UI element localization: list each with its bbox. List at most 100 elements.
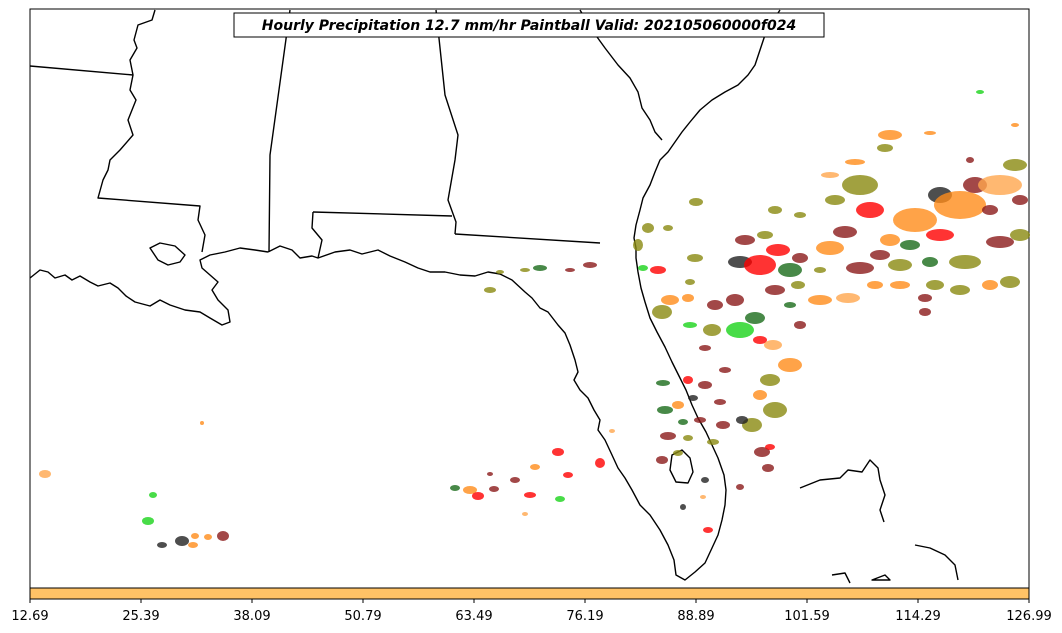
border-al-ga	[435, 9, 459, 235]
colorbar-tick-label: 101.59	[784, 609, 830, 624]
blob	[870, 250, 890, 260]
blob	[683, 435, 693, 441]
coast-bahamas	[799, 459, 886, 523]
blob	[657, 406, 673, 414]
blob	[200, 421, 204, 425]
blob	[919, 308, 931, 316]
map-frame	[29, 8, 1030, 589]
blob	[701, 477, 709, 483]
blob	[794, 212, 806, 218]
blob	[530, 464, 540, 470]
blob	[660, 432, 676, 440]
blob	[489, 486, 499, 492]
blob	[762, 464, 774, 472]
blob	[949, 255, 981, 269]
blob	[878, 130, 902, 140]
blob	[888, 259, 912, 271]
blob	[867, 281, 883, 289]
blob	[736, 484, 744, 490]
blob	[682, 294, 694, 302]
blob	[487, 472, 493, 476]
blob	[918, 294, 932, 302]
blob	[484, 287, 496, 293]
blob	[890, 281, 910, 289]
blob	[555, 496, 565, 502]
blob	[924, 131, 936, 135]
blob	[633, 239, 643, 251]
blob	[893, 208, 937, 232]
blob	[845, 159, 865, 165]
blob	[753, 390, 767, 400]
blob	[816, 241, 844, 255]
blob	[520, 268, 530, 272]
blob	[1012, 195, 1028, 205]
colorbar-tick-label: 76.19	[566, 609, 603, 624]
blob	[689, 198, 703, 206]
blob	[753, 336, 767, 344]
blob	[950, 285, 970, 295]
lake-pontchartrain	[149, 242, 186, 266]
blob	[524, 492, 536, 498]
blob	[450, 485, 460, 491]
blob	[846, 262, 874, 274]
border-fl-ga	[454, 233, 601, 244]
blob	[784, 302, 796, 308]
blob	[642, 223, 654, 233]
blob	[1011, 123, 1019, 127]
border-ar-tn	[29, 65, 134, 76]
colorbar	[29, 587, 1030, 600]
border-fl-al	[312, 211, 453, 217]
blob	[763, 402, 787, 418]
blob	[683, 322, 697, 328]
blob	[217, 531, 229, 541]
blob	[149, 492, 157, 498]
blob	[707, 439, 719, 445]
blob	[687, 254, 703, 262]
blob	[716, 421, 730, 429]
blob	[188, 542, 198, 548]
blob	[792, 253, 808, 263]
blob	[821, 172, 839, 178]
blob	[672, 401, 684, 409]
blob	[191, 533, 199, 539]
title-box: Hourly Precipitation 12.7 mm/hr Paintbal…	[233, 12, 825, 38]
blob	[934, 191, 986, 219]
blob	[522, 512, 528, 516]
blob	[1003, 159, 1027, 171]
blob	[683, 376, 693, 384]
blob	[656, 456, 668, 464]
blob	[833, 226, 857, 238]
blob	[565, 268, 575, 272]
blob	[825, 195, 845, 205]
blob	[472, 492, 484, 500]
blob	[836, 293, 860, 303]
map-title: Hourly Precipitation 12.7 mm/hr Paintbal…	[262, 18, 796, 34]
blob	[986, 236, 1014, 248]
blob	[726, 322, 754, 338]
colorbar-ticks: 12.69 25.39 38.09 50.79 63.49 76.19 88.89 101.5…	[11, 599, 1052, 624]
island-small	[871, 574, 891, 581]
blob	[663, 225, 673, 231]
blob	[583, 262, 597, 268]
blob	[754, 447, 770, 457]
blob	[680, 504, 686, 510]
border-ms-al	[268, 9, 291, 253]
coast-cuba-west	[831, 572, 851, 584]
blob	[688, 395, 698, 401]
blob	[678, 419, 688, 425]
blob	[39, 470, 51, 478]
colorbar-tick-label: 126.99	[1006, 609, 1052, 624]
blob	[900, 240, 920, 250]
blob	[703, 527, 713, 533]
blob	[764, 340, 782, 350]
blob	[552, 448, 564, 456]
blob	[982, 205, 998, 215]
blob	[175, 536, 189, 546]
precipitation-blobs	[39, 90, 1030, 548]
blob	[765, 285, 785, 295]
blob	[703, 324, 721, 336]
blob	[157, 542, 167, 548]
coast-georgia-inner	[579, 9, 663, 141]
blob	[510, 477, 520, 483]
blob	[778, 358, 802, 372]
